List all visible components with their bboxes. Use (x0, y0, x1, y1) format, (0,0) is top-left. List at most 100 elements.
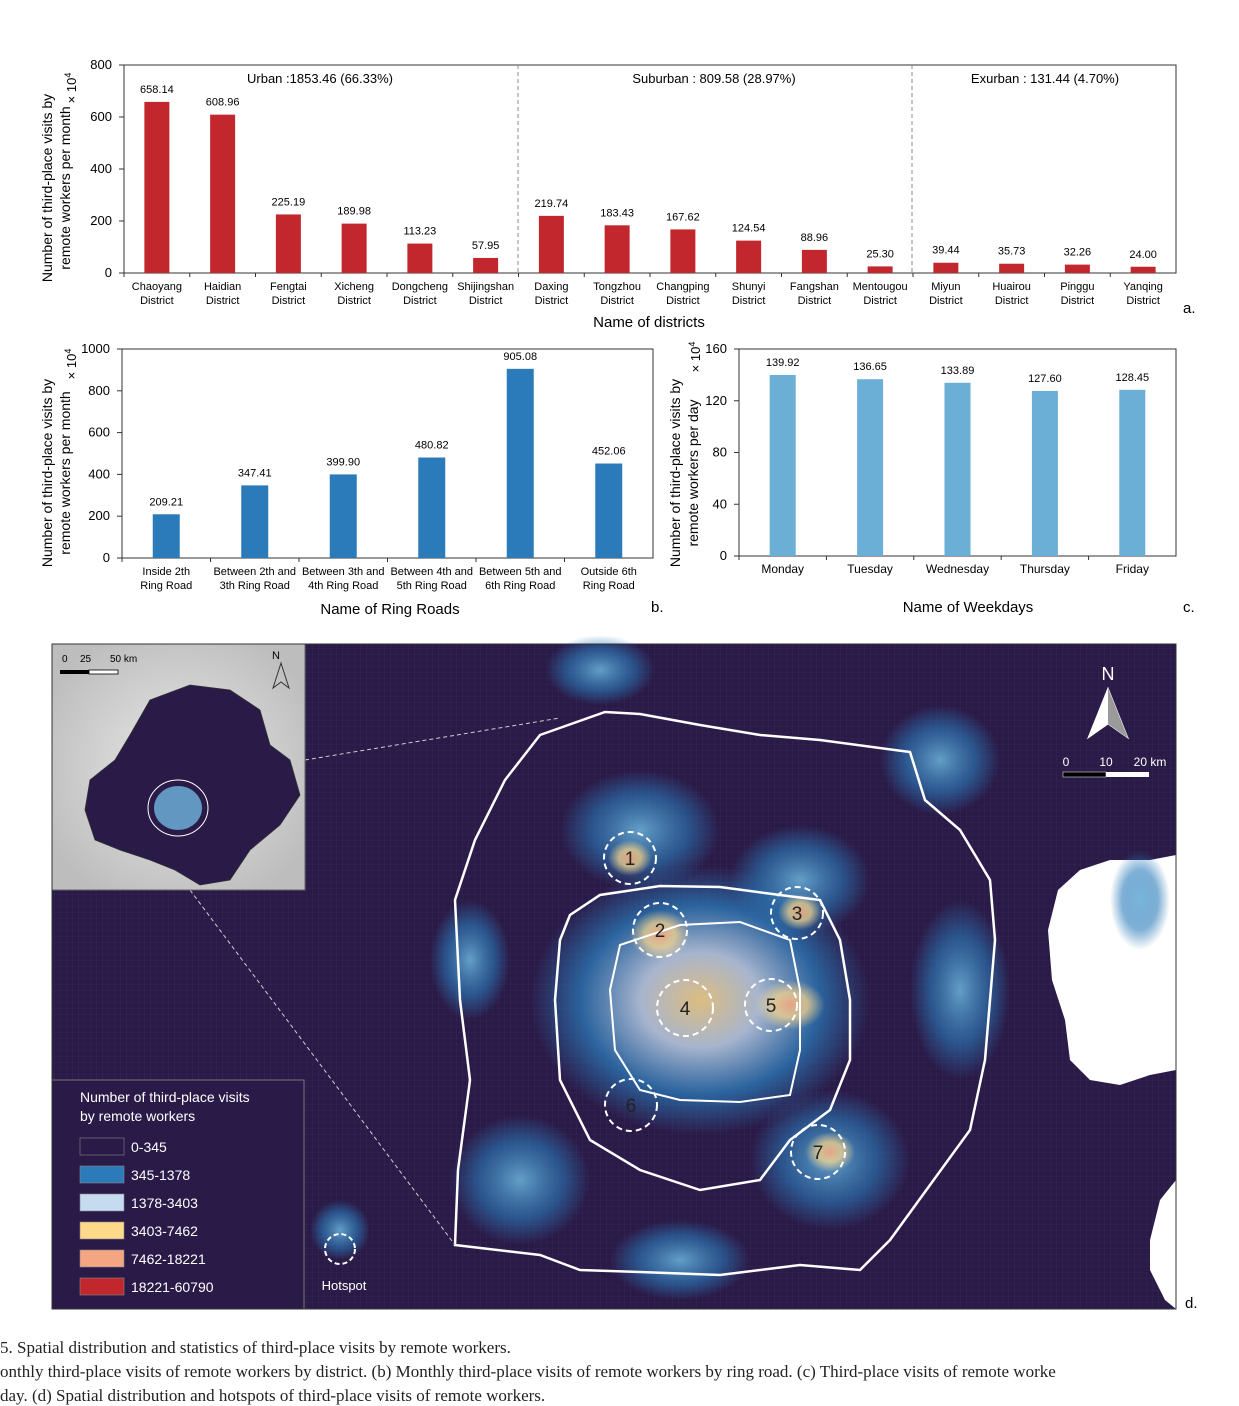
bar (857, 379, 884, 556)
bar-value-label: 189.98 (337, 206, 371, 218)
panel-c-ylabel-line1: Number of third-place visits by (667, 379, 683, 567)
y-tick-label: 1000 (81, 341, 110, 356)
hotspot-circle (790, 1124, 846, 1180)
bar-value-label: 57.95 (472, 240, 500, 252)
hotspot-circle (603, 831, 657, 885)
category-label: Xicheng (334, 281, 374, 293)
bar-value-label: 88.96 (801, 232, 829, 244)
category-label: Wednesday (926, 562, 989, 576)
category-label: District (140, 295, 174, 307)
panel-a-bars: 658.14 608.96 225.19 189.98 113.23 57.95 219.7… (140, 84, 1157, 273)
category-label: District (732, 295, 766, 307)
category-label: Miyun (931, 281, 960, 293)
legend-swatch (79, 1249, 125, 1268)
bar (999, 263, 1025, 273)
category-label: Shijingshan (457, 281, 514, 293)
legend-swatch (79, 1137, 125, 1156)
panel-b-multiplier: × 104 (63, 349, 79, 380)
bar-value-label: 452.06 (592, 446, 626, 458)
panel-b-xlabel: Name of Ring Roads (320, 601, 459, 618)
category-label: Chaoyang (132, 281, 182, 293)
y-tick-label: 0 (103, 550, 110, 565)
bar (1064, 264, 1090, 273)
y-tick-label: 800 (90, 57, 112, 72)
bar-value-label: 139.92 (766, 357, 800, 369)
legend-items: 0-345 345-1378 1378-3403 3403-7462 7462-1822… (79, 1137, 214, 1296)
panel-b-label: b. (651, 599, 664, 616)
hotspot-circle (656, 979, 714, 1037)
bar (210, 114, 236, 273)
panel-d-map: 1 2 3 4 5 6 7 0 25 50 km N N 0 10 20 km (51, 635, 1198, 1312)
category-label: 3th Ring Road (220, 580, 290, 592)
category-label: Friday (1116, 562, 1149, 576)
bar-value-label: 136.65 (853, 361, 887, 373)
bar (867, 266, 893, 273)
legend-title-line1: Number of third-place visits (80, 1089, 250, 1105)
panel-a: 658.14 608.96 225.19 189.98 113.23 57.95 219.7… (39, 57, 1196, 331)
bar-value-label: 183.43 (600, 207, 634, 219)
panel-c-label: c. (1183, 599, 1195, 616)
bar-value-label: 32.26 (1064, 247, 1092, 259)
hotspot-circle (770, 886, 824, 940)
bar-value-label: 167.62 (666, 211, 700, 223)
inset-connector-1 (304, 717, 561, 761)
y-tick-label: 200 (88, 508, 110, 523)
category-label: Inside 2th (142, 566, 190, 578)
y-tick-label: 0 (105, 265, 112, 280)
bar-value-label: 480.82 (415, 440, 449, 452)
y-tick-label: 400 (88, 466, 110, 481)
map-frame (51, 643, 1177, 1310)
bar (538, 215, 564, 273)
bar (595, 463, 623, 558)
y-tick-label: 160 (705, 341, 727, 356)
bar (152, 514, 180, 558)
category-label: Between 4th and (390, 566, 473, 578)
panel-c-ylabel-line2: remote workers per day (685, 399, 701, 546)
category-label: District (600, 295, 634, 307)
panel-c-bars: 139.92 136.65 133.89 127.60 128.45 (766, 357, 1149, 556)
y-tick-label: 80 (713, 445, 727, 460)
bar-value-label: 219.74 (535, 198, 569, 210)
category-label: Tuesday (847, 562, 893, 576)
hotspot-number: 2 (655, 921, 666, 942)
category-label: Dongcheng (392, 281, 448, 293)
ring-road-4th (608, 920, 801, 1104)
bar-value-label: 133.89 (941, 365, 975, 377)
hotspot-number: 7 (813, 1143, 824, 1164)
category-label: District (403, 295, 437, 307)
bar-value-label: 128.45 (1115, 372, 1149, 384)
inset-map: 0 25 50 km N (51, 643, 306, 891)
panel-d-label: d. (1185, 1295, 1198, 1312)
y-tick-label: 120 (705, 393, 727, 408)
category-label: Yanqing (1123, 281, 1163, 293)
category-label: 6th Ring Road (485, 580, 555, 592)
ring-road-5th (553, 884, 852, 1192)
bar-value-label: 347.41 (238, 467, 272, 479)
caption-line-3: day. (d) Spatial distribution and hotspo… (0, 1386, 546, 1405)
hotspot-circle (632, 902, 688, 958)
category-label: District (535, 295, 569, 307)
inset-beijing-boundary (84, 684, 301, 886)
bar (341, 223, 367, 273)
panel-a-ylabel-line1: Number of third-place visits by (39, 94, 55, 282)
category-label: Shunyi (732, 281, 766, 293)
panel-a-x-categories: Chaoyang District Haidian District Fengtai Di… (123, 273, 1163, 307)
category-label: District (798, 295, 832, 307)
panel-c-y-ticks: 0 40 80 120 160 (705, 341, 739, 563)
legend-item-label: 1378-3403 (131, 1195, 198, 1211)
y-tick-label: 600 (90, 109, 112, 124)
bar-value-label: 25.30 (866, 248, 894, 260)
y-tick-label: 400 (90, 161, 112, 176)
panel-c-multiplier: × 104 (687, 342, 703, 373)
bar (1130, 266, 1156, 273)
category-label: Tongzhou (593, 281, 641, 293)
legend-hotspot-icon (324, 1233, 356, 1265)
bar (801, 249, 827, 273)
category-label: Haidian (204, 281, 241, 293)
y-tick-label: 40 (713, 496, 727, 511)
bar-value-label: 209.21 (149, 496, 183, 508)
category-label: Changping (656, 281, 709, 293)
panel-a-label: a. (1183, 300, 1196, 317)
y-tick-label: 800 (88, 383, 110, 398)
category-label: Huairou (992, 281, 1031, 293)
